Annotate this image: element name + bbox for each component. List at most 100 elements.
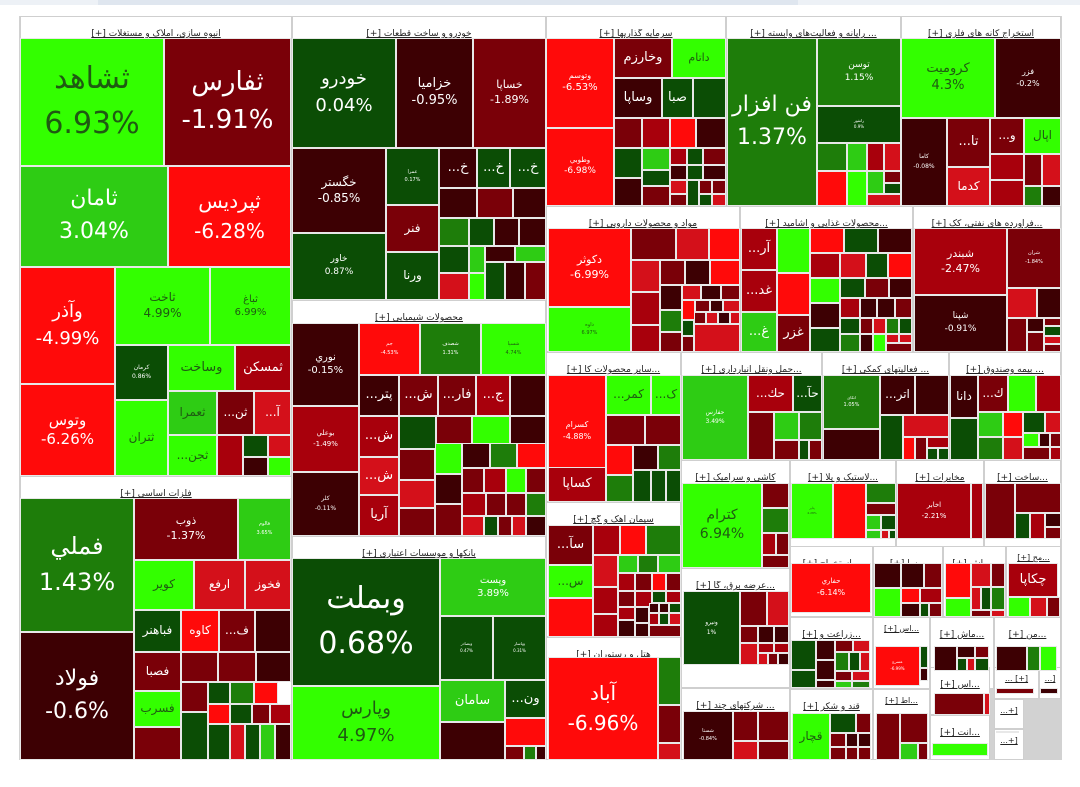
stock-tile-small[interactable] xyxy=(767,591,789,626)
stock-tile-small[interactable] xyxy=(840,278,865,298)
stock-tile-small[interactable] xyxy=(878,228,912,253)
stock-tile-small[interactable] xyxy=(1040,646,1057,671)
sector-s36[interactable]: [+] ... xyxy=(994,667,1039,699)
stock-tile-small[interactable] xyxy=(865,278,889,298)
sector-title[interactable]: ... بیمه وصندوق [+] xyxy=(966,365,1044,375)
stock-tile-small[interactable] xyxy=(593,587,618,614)
stock-tile-small[interactable] xyxy=(670,180,687,194)
stock-tile-small[interactable] xyxy=(635,591,652,607)
stock-tile-small[interactable] xyxy=(469,218,494,246)
stock-tile-small[interactable] xyxy=(1047,597,1060,617)
stock-tile-small[interactable] xyxy=(895,298,912,318)
stock-tile[interactable]: فالوم 3.65% xyxy=(238,498,291,560)
stock-tile-small[interactable] xyxy=(670,165,687,180)
sector-title[interactable]: ...عرضه برق، گا [+] xyxy=(696,581,775,591)
stock-tile[interactable]: اپال xyxy=(1024,118,1061,154)
stock-tile-small[interactable] xyxy=(693,78,726,118)
stock-tile-small[interactable] xyxy=(710,260,740,285)
stock-tile-small[interactable] xyxy=(774,412,799,440)
stock-tile-small[interactable] xyxy=(777,228,810,273)
stock-tile-small[interactable] xyxy=(652,573,666,591)
stock-tile-small[interactable] xyxy=(1042,154,1061,186)
stock-tile[interactable]: فخوز xyxy=(245,560,291,610)
stock-tile-small[interactable] xyxy=(649,603,659,613)
stock-tile-small[interactable] xyxy=(975,646,989,658)
stock-tile-small[interactable] xyxy=(758,653,768,665)
stock-tile-small[interactable] xyxy=(440,722,505,760)
stock-tile-small[interactable] xyxy=(1027,646,1040,671)
stock-tile[interactable]: ش... xyxy=(359,416,399,457)
stock-tile-small[interactable] xyxy=(835,671,852,681)
stock-tile-small[interactable] xyxy=(1044,336,1061,344)
stock-tile-small[interactable] xyxy=(635,573,652,591)
stock-tile[interactable]: ثتران xyxy=(115,400,168,476)
stock-tile-small[interactable] xyxy=(762,555,789,568)
stock-tile-small[interactable] xyxy=(638,555,658,573)
stock-tile-small[interactable] xyxy=(758,711,789,741)
stock-tile-small[interactable] xyxy=(730,312,740,324)
stock-tile-small[interactable] xyxy=(810,228,844,253)
stock-tile-small[interactable] xyxy=(840,253,866,278)
stock-tile-small[interactable] xyxy=(1023,447,1050,460)
stock-tile-small[interactable] xyxy=(809,440,822,460)
stock-tile[interactable]: س... xyxy=(548,565,593,598)
stock-tile[interactable]: دانا xyxy=(950,375,978,418)
stock-tile-small[interactable] xyxy=(888,253,912,278)
stock-tile-small[interactable] xyxy=(218,652,256,682)
stock-tile-small[interactable] xyxy=(880,415,903,460)
stock-tile-small[interactable] xyxy=(1023,412,1045,433)
stock-tile[interactable]: غد... xyxy=(741,270,777,312)
stock-tile-small[interactable] xyxy=(791,640,816,670)
stock-tile-small[interactable] xyxy=(740,626,758,643)
sector-title[interactable]: [... xyxy=(1044,674,1056,683)
stock-tile[interactable]: غزر xyxy=(777,315,810,352)
stock-tile-small[interactable] xyxy=(1050,433,1061,447)
stock-tile-small[interactable] xyxy=(687,180,699,206)
stock-tile-small[interactable] xyxy=(996,688,1034,694)
stock-tile-small[interactable] xyxy=(658,743,681,760)
sector-title[interactable]: ...اس [+] xyxy=(883,624,920,633)
stock-tile-small[interactable] xyxy=(512,516,526,536)
stock-tile-small[interactable] xyxy=(703,165,726,180)
stock-tile[interactable]: ش... xyxy=(399,375,438,416)
stock-tile[interactable]: آر... xyxy=(741,228,777,270)
stock-tile[interactable]: شران -1.84% xyxy=(1007,228,1061,288)
stock-tile-small[interactable] xyxy=(649,625,681,637)
stock-tile-small[interactable] xyxy=(631,325,660,352)
stock-tile-small[interactable] xyxy=(515,246,546,262)
stock-tile-small[interactable] xyxy=(899,334,912,343)
stock-tile[interactable]: فباهنر xyxy=(134,610,181,652)
stock-tile[interactable]: وتوسم -6.53% xyxy=(546,38,614,128)
stock-tile-small[interactable] xyxy=(1044,326,1061,336)
stock-tile-small[interactable] xyxy=(660,310,682,332)
stock-tile-small[interactable] xyxy=(1044,318,1061,326)
stock-tile-small[interactable] xyxy=(490,443,517,468)
sector-s38[interactable]: [+... xyxy=(994,699,1024,729)
stock-tile-small[interactable] xyxy=(694,312,706,324)
stock-tile[interactable]: فصبا xyxy=(134,652,181,691)
stock-tile-small[interactable] xyxy=(1003,437,1023,460)
stock-tile-small[interactable] xyxy=(682,336,694,352)
sector-title[interactable]: هتل و رستوران [+] xyxy=(576,650,651,660)
stock-tile[interactable]: حآ... xyxy=(793,375,822,412)
stock-tile-small[interactable] xyxy=(971,563,991,587)
stock-tile-small[interactable] xyxy=(1030,597,1047,617)
stock-tile-small[interactable] xyxy=(733,711,758,741)
stock-tile-small[interactable] xyxy=(768,653,778,665)
stock-tile[interactable]: کرومیت 4.3% xyxy=(901,38,995,118)
stock-tile-small[interactable] xyxy=(945,563,971,598)
stock-tile[interactable]: وبملت 0.68% xyxy=(292,558,440,686)
stock-tile-small[interactable] xyxy=(853,640,870,652)
stock-tile-small[interactable] xyxy=(816,640,835,660)
stock-tile-small[interactable] xyxy=(740,643,758,665)
stock-tile[interactable]: ثجن... xyxy=(168,435,217,476)
sector-title[interactable]: ... رایانه و فعالیت‌های وابسته [+] xyxy=(750,29,877,39)
stock-tile-small[interactable] xyxy=(877,298,895,318)
stock-tile-small[interactable] xyxy=(208,724,230,760)
stock-tile-small[interactable] xyxy=(439,188,477,218)
stock-tile[interactable]: وپارس 4.97% xyxy=(292,686,440,760)
stock-tile[interactable]: ذوب -1.37% xyxy=(134,498,238,560)
stock-tile-small[interactable] xyxy=(462,516,484,536)
stock-tile-small[interactable] xyxy=(856,713,871,733)
stock-tile-small[interactable] xyxy=(852,681,870,688)
